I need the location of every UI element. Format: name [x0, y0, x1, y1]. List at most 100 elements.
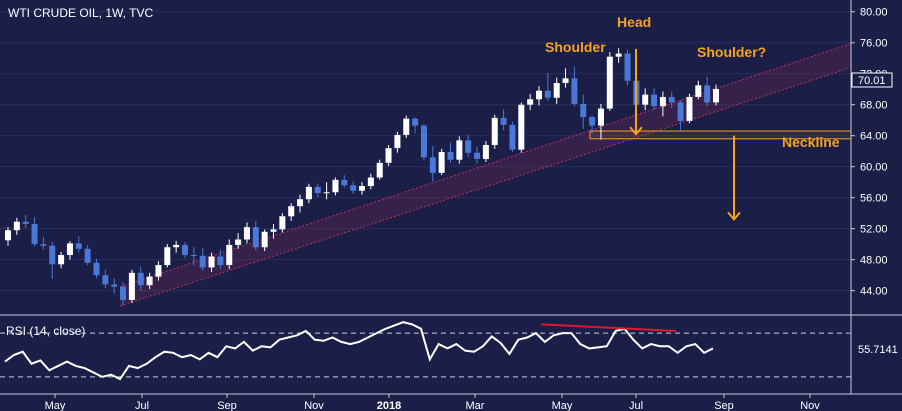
rsi-divergence-line	[540, 323, 677, 332]
candle-body	[297, 199, 304, 207]
price-tick-label: 60.00	[860, 162, 888, 174]
candle-body	[677, 102, 684, 121]
chart-title: WTI CRUDE OIL, 1W, TVC	[8, 6, 153, 20]
candle-body	[120, 286, 127, 300]
candle-body	[323, 192, 330, 194]
channel-lower-line	[119, 67, 852, 307]
candle-body	[394, 134, 401, 149]
candle-body	[456, 140, 463, 160]
price-tick-label: 52.00	[860, 224, 888, 236]
candle-body	[40, 244, 47, 246]
candle-body	[695, 85, 702, 97]
time-tick-label: Jul	[629, 400, 643, 411]
time-tick-label: May	[45, 400, 66, 411]
candle-body	[190, 254, 197, 256]
last-price-badge	[851, 72, 893, 88]
candle-body	[270, 229, 277, 232]
price-tick-label: 76.00	[860, 38, 888, 50]
candle-body	[491, 117, 498, 145]
candle-body	[128, 272, 135, 300]
head-label: Head	[617, 14, 651, 30]
time-tick-label: 2018	[377, 400, 401, 411]
channel-upper-line	[119, 43, 852, 288]
head-arrow-head	[629, 126, 643, 136]
candle-body	[403, 118, 410, 135]
candle-body	[686, 96, 693, 121]
time-tick-label: Nov	[304, 400, 324, 411]
candle-body	[305, 186, 312, 200]
rsi-value-badge	[852, 342, 900, 356]
time-axis: May Jul Sep Nov 2018 Mar May Jul Sep Nov	[45, 394, 820, 411]
candle-body	[146, 276, 153, 286]
rsi-title: RSI (14, close)	[6, 324, 85, 338]
candle-body	[182, 244, 188, 255]
candle-body	[429, 157, 436, 173]
candle-body	[13, 221, 20, 231]
candle-body	[527, 99, 534, 105]
candle-body	[518, 104, 525, 150]
candle-body	[359, 186, 365, 191]
time-tick-label: Sep	[714, 400, 734, 411]
candle-body	[420, 125, 427, 158]
time-tick-label: Sep	[217, 400, 237, 411]
candle-body	[111, 284, 118, 287]
candle-body	[544, 90, 551, 98]
candle-body	[367, 177, 374, 187]
candle-body	[288, 206, 295, 217]
time-tick-label: Mar	[466, 400, 485, 411]
candle-body	[208, 256, 215, 268]
candle-body	[102, 275, 109, 285]
neckline-label: Neckline	[782, 134, 840, 150]
price-tick-label: 56.00	[860, 193, 888, 205]
candle-body	[199, 255, 206, 268]
candle-body	[49, 245, 56, 265]
time-tick-label: Nov	[800, 400, 820, 411]
candle-body	[438, 151, 445, 173]
price-tick-label: 48.00	[860, 255, 888, 267]
candle-body	[580, 103, 587, 118]
candle-body	[332, 179, 339, 193]
candle-body	[536, 90, 542, 100]
candle-body	[624, 53, 631, 81]
candle-body	[606, 56, 613, 109]
candle-body	[58, 254, 65, 265]
candle-body	[75, 243, 82, 249]
candle-body	[155, 265, 162, 277]
candle-body	[474, 152, 481, 159]
candle-body	[350, 185, 357, 191]
candle-body	[597, 108, 604, 126]
candle-body	[217, 256, 224, 266]
candle-body	[137, 272, 144, 286]
candle-body	[385, 148, 392, 163]
candle-body	[226, 244, 233, 266]
price-tick-label: 68.00	[860, 100, 888, 112]
candle-body	[704, 85, 711, 103]
candle-body	[252, 227, 259, 248]
candle-body	[5, 230, 11, 241]
candle-body	[571, 78, 578, 104]
candle-body	[31, 224, 38, 245]
candles	[5, 48, 719, 306]
time-tick-label: Jul	[135, 400, 149, 411]
candle-body	[447, 151, 454, 160]
candle-body	[553, 83, 560, 98]
candle-body	[465, 140, 472, 153]
candle-body	[713, 89, 719, 103]
candle-body	[500, 117, 507, 125]
candle-body	[314, 186, 321, 194]
rsi-last-value: 55.7141	[858, 344, 898, 356]
time-tick-label: May	[552, 400, 573, 411]
price-tick-label: 44.00	[860, 286, 888, 298]
last-price-label: 70.01	[858, 75, 886, 87]
candle-body	[66, 243, 73, 255]
price-tick-label: 64.00	[860, 131, 888, 143]
candle-body	[412, 118, 419, 126]
candle-body	[279, 216, 286, 230]
candle-body	[22, 221, 29, 225]
candle-body	[164, 247, 171, 266]
candle-body	[509, 124, 516, 150]
candle-body	[659, 96, 666, 107]
candle-body	[589, 117, 596, 126]
